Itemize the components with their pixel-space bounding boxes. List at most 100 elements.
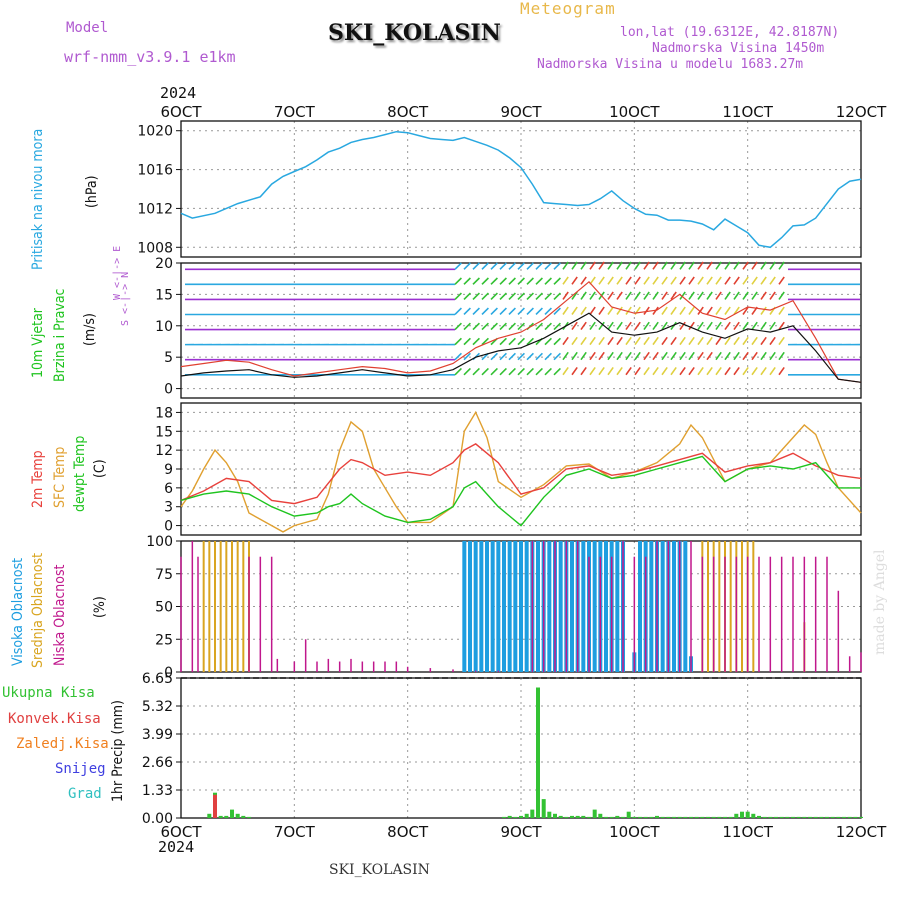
wind-barb [472, 292, 480, 300]
wind-barb [598, 276, 605, 285]
wind-barb [625, 336, 632, 346]
wind-barb [670, 276, 677, 285]
wind-barb [679, 336, 686, 346]
wind-barb [616, 261, 623, 270]
wind-barb [679, 291, 686, 300]
wind-barb [652, 321, 659, 331]
dewpt-line [180, 455, 861, 527]
wind-barb [589, 261, 596, 270]
wind-barb [508, 337, 516, 346]
wind-barb [598, 261, 605, 270]
panel-frame [180, 262, 862, 399]
wind-barb [553, 352, 561, 361]
wind-barb [517, 322, 525, 331]
wind-barb [454, 352, 462, 361]
wind-barb [499, 337, 507, 346]
wind-barb [670, 351, 677, 361]
x-tick-label-top: 10OCT [609, 103, 660, 121]
precip-total-bar [740, 811, 744, 818]
wind-barb [652, 261, 659, 270]
wind-barb [607, 351, 614, 361]
precip-total-bar [513, 816, 518, 818]
wind-barb [733, 306, 740, 315]
wind-barb [679, 366, 686, 376]
wind-barb [625, 351, 632, 361]
wind-barb [508, 352, 516, 361]
wind-barb [643, 351, 650, 361]
wind-barb [733, 261, 740, 270]
wind-barb [715, 291, 722, 300]
wind-barb [517, 367, 525, 376]
precip-total-bar [598, 813, 603, 818]
wind-barb [679, 306, 686, 315]
wind-barb [607, 336, 614, 346]
wind-barb [742, 261, 749, 270]
wind-barb [724, 306, 731, 315]
wind-barb [769, 366, 776, 376]
wind-barb [589, 291, 596, 300]
precip-total-bar [830, 816, 835, 818]
precip-total-bar [575, 815, 580, 818]
wind-barb [589, 321, 596, 331]
precip-legend-graupel: Grad [68, 786, 102, 802]
precip-total-bar [581, 815, 586, 818]
wind-barb [607, 276, 614, 285]
precip-total-bar [615, 815, 620, 818]
wind-barb [688, 306, 695, 315]
wind-barb [526, 352, 534, 361]
wind-barb [769, 261, 776, 270]
wind-barb [724, 321, 731, 331]
wind-barb [598, 351, 605, 361]
precip-total-bar [711, 816, 716, 818]
wind-barb [670, 366, 677, 376]
wind-barb [751, 261, 758, 270]
precip-total-bar [796, 816, 801, 818]
wind-barb [607, 366, 614, 376]
precip-total-bar [666, 816, 671, 818]
precip-total-bar [808, 816, 812, 818]
y-tick-label: 1020 [137, 124, 173, 140]
wind-barb [472, 277, 480, 285]
wind-barb [535, 307, 543, 316]
wind-barb [679, 351, 686, 361]
wind-barb [778, 306, 785, 315]
wind-barb [562, 306, 569, 315]
wind-barb [742, 321, 749, 331]
wind-barb [463, 337, 471, 346]
wind-barb [472, 322, 480, 331]
precip-total-bar [847, 816, 852, 818]
wind-barb [661, 306, 668, 315]
wind-barb [472, 307, 480, 316]
wind-barb [481, 307, 489, 316]
precip-total-bar [643, 816, 648, 818]
wind-barb [643, 321, 650, 331]
footer-station: SKI_KOLASIN [329, 862, 430, 878]
precip-total-bar [734, 813, 739, 818]
wind-barb [553, 277, 561, 285]
wind-barb [634, 261, 641, 270]
wind-barb [517, 277, 525, 285]
wind-barb [598, 321, 605, 331]
x-tick-label-top: 7OCT [274, 103, 316, 121]
wind-barb [661, 276, 668, 285]
wind-barb [517, 292, 525, 300]
wind-barb [634, 366, 641, 376]
wind-barb [643, 306, 650, 315]
precip-total-bar [502, 816, 506, 818]
wind-barb [724, 336, 731, 346]
precip-total-bar [524, 813, 529, 818]
wind-barb [517, 262, 525, 270]
wind-barb [472, 367, 480, 376]
wind-barb [535, 367, 543, 376]
wind-barb [589, 306, 596, 315]
precip-total-bar [655, 815, 659, 818]
wind-barb [580, 366, 587, 376]
wind-barb [769, 291, 776, 300]
wind-barb [553, 262, 561, 270]
wind-barb [733, 351, 740, 361]
panel-frame [180, 677, 862, 819]
wind-barb [544, 277, 552, 285]
wind-barb [463, 262, 471, 270]
wind-barb [760, 336, 767, 346]
wind-barb [760, 366, 767, 376]
